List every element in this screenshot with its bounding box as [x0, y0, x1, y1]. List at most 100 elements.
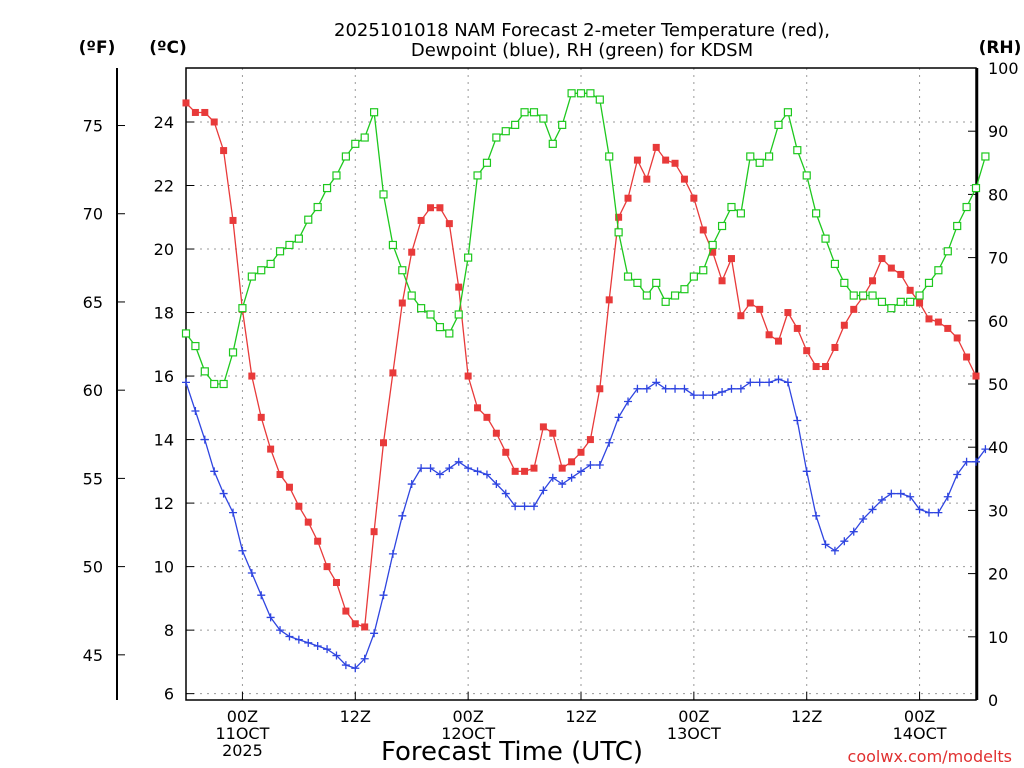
temperature-point	[502, 448, 510, 456]
temperature-point	[276, 471, 284, 479]
fahrenheit-tick-label: 70	[83, 205, 103, 224]
relative-humidity-point	[981, 152, 990, 161]
x-tick-label: 2025	[222, 741, 263, 760]
dewpoint-point	[351, 664, 360, 673]
dewpoint-point	[294, 635, 303, 644]
temperature-point	[267, 445, 275, 453]
dewpoint-point	[210, 467, 219, 476]
celsius-unit-label: (ºC)	[149, 38, 187, 58]
relative-humidity-point	[228, 348, 238, 357]
relative-humidity-point	[200, 367, 209, 376]
temperature-point	[257, 413, 265, 421]
relative-humidity-point	[595, 95, 604, 104]
dewpoint-point	[332, 651, 341, 660]
celsius-tick-label: 22	[154, 177, 174, 196]
dewpoint-point	[200, 435, 209, 444]
relative-humidity-point	[275, 247, 285, 256]
rh-tick-label: 100	[988, 59, 1019, 78]
x-tick-label: 00Z	[452, 707, 483, 726]
fahrenheit-tick-label: 50	[83, 558, 103, 577]
temperature-point	[925, 315, 933, 323]
dewpoint-point	[454, 457, 463, 466]
relative-humidity-point	[191, 341, 200, 351]
celsius-tick-label: 8	[164, 621, 174, 640]
relative-humidity-point	[764, 152, 774, 161]
temperature-point	[492, 429, 500, 437]
relative-humidity-point	[473, 171, 482, 180]
relative-humidity-point	[454, 310, 463, 319]
dewpoint-point	[539, 486, 548, 495]
relative-humidity-point	[755, 158, 764, 167]
relative-humidity-point	[821, 234, 830, 243]
relative-humidity-point	[313, 202, 322, 212]
dewpoint-point	[802, 467, 811, 476]
celsius-tick-label: 10	[154, 558, 174, 577]
source-credit[interactable]: coolwx.com/modelts	[848, 747, 1012, 766]
x-tick-label: 12OCT	[441, 724, 495, 743]
temperature-point	[840, 321, 848, 329]
relative-humidity-point	[661, 297, 670, 306]
relative-humidity-point	[896, 297, 905, 306]
dewpoint-point	[229, 508, 238, 517]
relative-humidity-point	[623, 272, 633, 281]
temperature-point	[906, 286, 914, 294]
temperature-point	[633, 156, 641, 164]
dewpoint-point	[859, 514, 868, 523]
relative-humidity-point	[238, 304, 247, 313]
dewpoint-point	[191, 406, 200, 415]
temperature-point	[380, 439, 387, 447]
dewpoint-point	[445, 464, 454, 473]
relative-humidity-point	[906, 297, 915, 306]
temperature-point	[652, 143, 660, 151]
dewpoint-point	[671, 384, 680, 393]
relative-humidity-point	[793, 146, 802, 155]
temperature-point	[944, 324, 952, 332]
fahrenheit-tick-label: 60	[83, 381, 103, 400]
temperature-point	[511, 467, 519, 475]
celsius-tick-label: 18	[154, 304, 174, 323]
x-axis-label: Forecast Time (UTC)	[381, 737, 643, 767]
dewpoint-point	[689, 391, 698, 400]
relative-humidity-point	[915, 291, 924, 300]
relative-humidity-point	[567, 89, 576, 98]
relative-humidity-point	[868, 291, 877, 300]
temperature-point	[464, 372, 472, 380]
fahrenheit-tick-label: 45	[83, 646, 103, 665]
dewpoint-point	[943, 492, 952, 501]
relative-humidity-point	[501, 127, 510, 136]
dewpoint-point	[595, 460, 604, 469]
dewpoint-point	[586, 460, 595, 469]
temperature-point	[812, 363, 820, 371]
dewpoint-point	[501, 489, 510, 498]
fahrenheit-tick-label: 55	[83, 469, 103, 488]
relative-humidity-point	[548, 139, 557, 148]
relative-humidity-point	[708, 240, 717, 250]
temperature-point	[361, 623, 369, 631]
temperature-point	[577, 448, 585, 456]
celsius-tick-label: 16	[154, 367, 174, 386]
relative-humidity-point	[435, 323, 445, 332]
dewpoint-point	[605, 438, 614, 447]
relative-humidity-point	[576, 89, 586, 98]
dewpoint-point	[567, 473, 576, 482]
dewpoint-point	[182, 378, 190, 387]
relative-humidity-point	[445, 329, 454, 338]
dewpoint-point	[511, 502, 520, 511]
dewpoint-point	[360, 654, 369, 663]
temperature-point	[718, 277, 726, 285]
relative-humidity-point	[294, 234, 303, 243]
temperature-point	[887, 264, 895, 272]
temperature-point	[586, 436, 594, 444]
temperature-point	[229, 216, 237, 224]
relative-humidity-point	[736, 209, 745, 218]
dewpoint-point	[624, 397, 633, 406]
temperature-point	[408, 248, 416, 256]
relative-humidity-point	[181, 329, 191, 338]
relative-humidity-point	[840, 278, 849, 287]
relative-humidity-point	[266, 259, 275, 269]
temperature-point	[455, 283, 463, 291]
dewpoint-point	[276, 626, 285, 635]
x-tick-label: 00Z	[904, 707, 935, 726]
rh-tick-label: 30	[988, 501, 1008, 520]
